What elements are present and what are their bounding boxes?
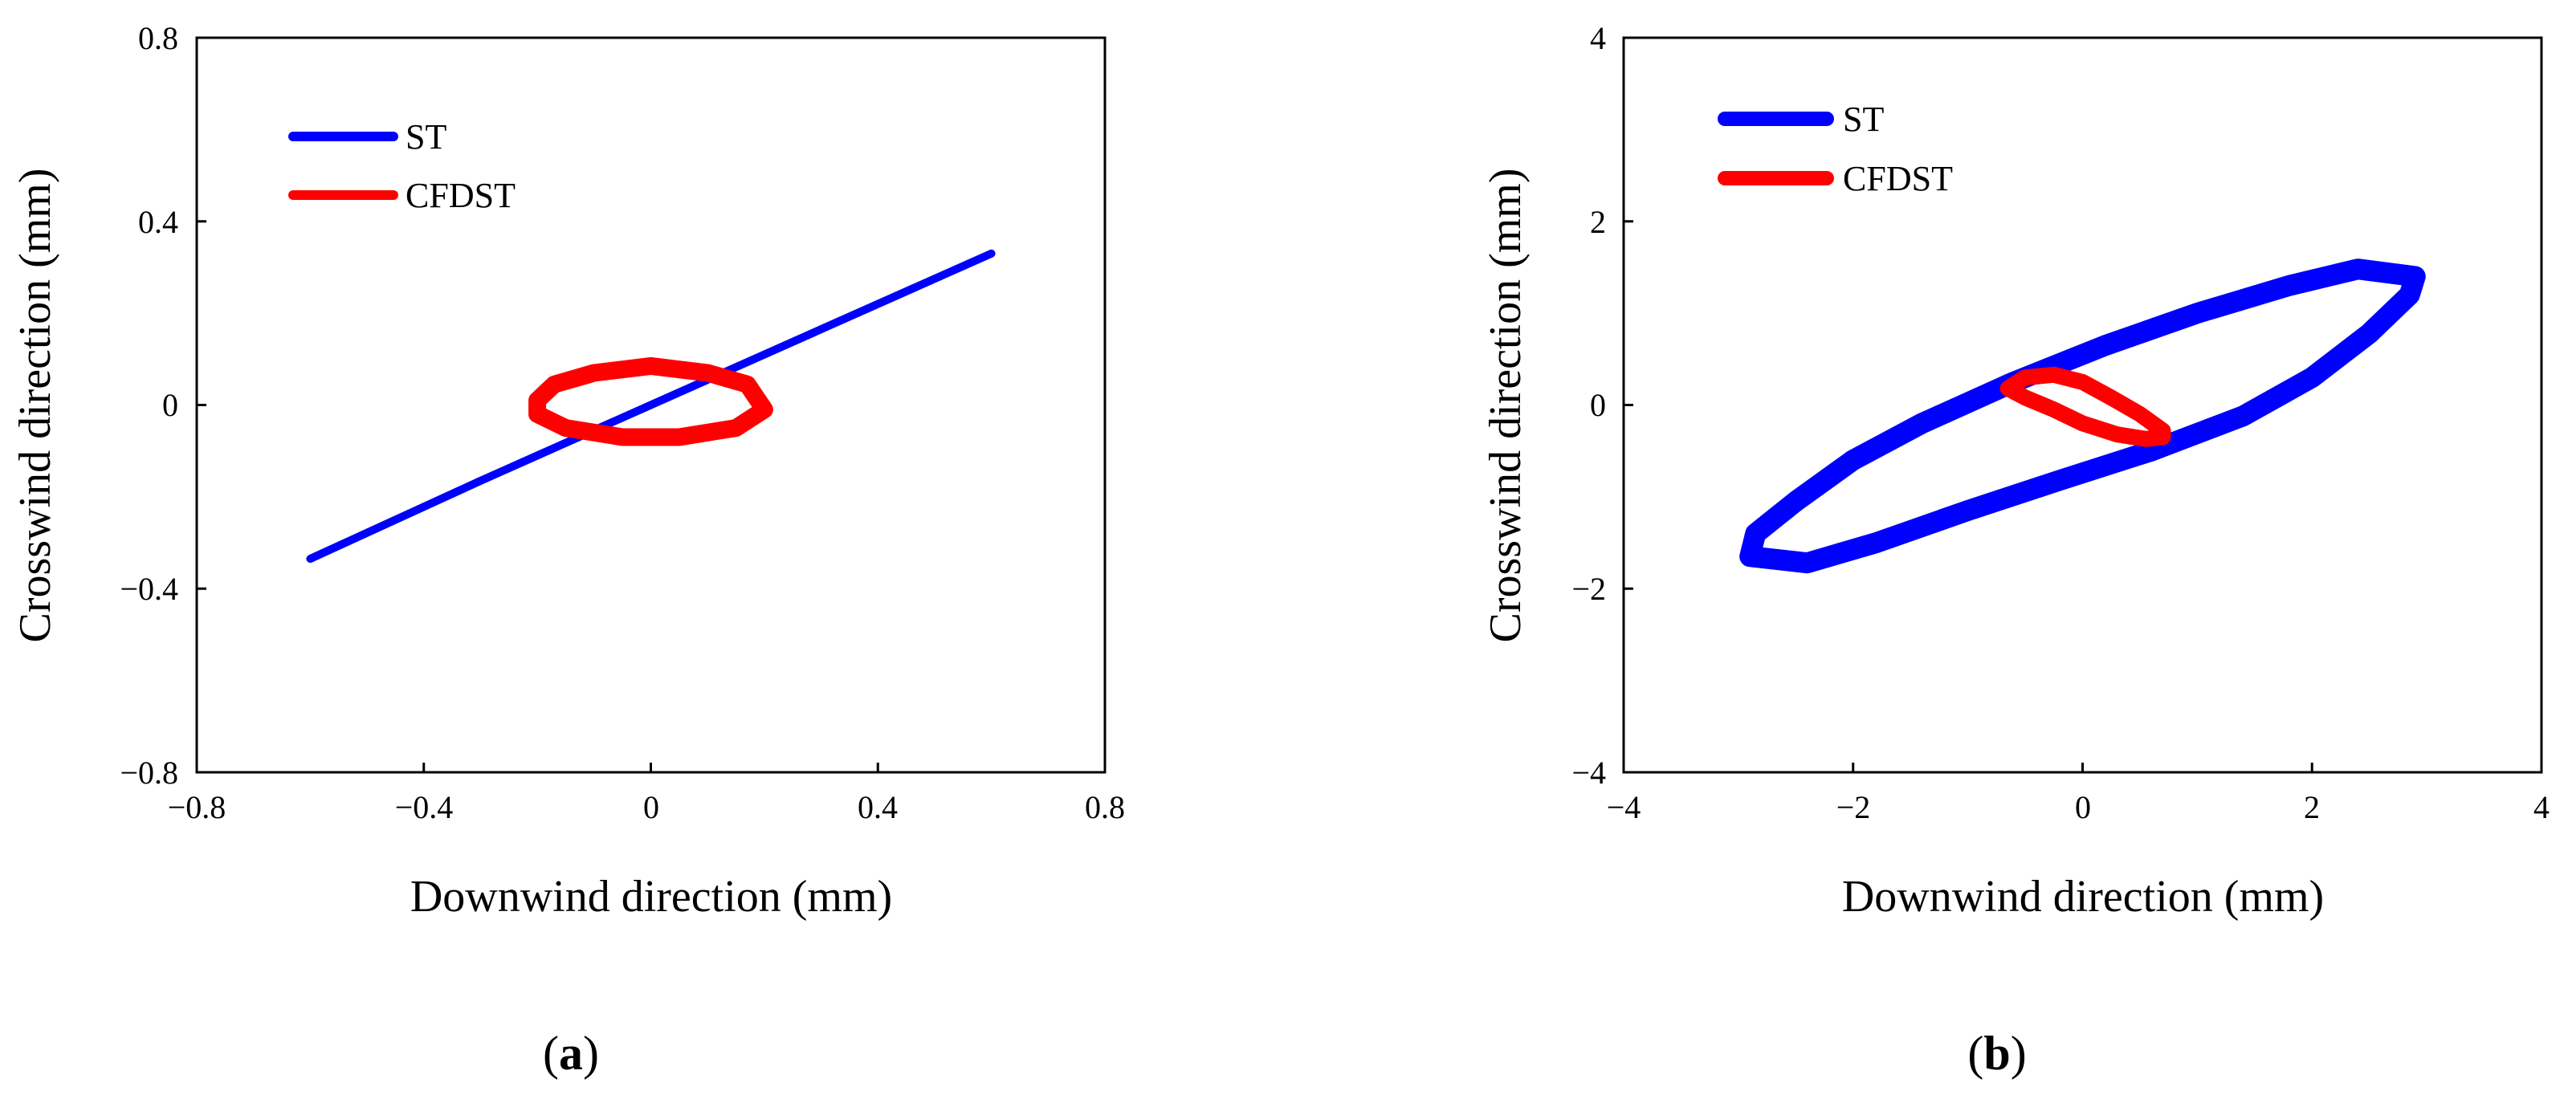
panel-b-legend-st-label: ST	[1843, 100, 1884, 139]
panel-b-x-axis-label: Downwind direction (mm)	[1842, 872, 2324, 922]
panel-a-series	[306, 249, 996, 564]
panel-b-series-cfdst	[1999, 366, 2171, 447]
panel-b-ytick-label: 0	[1590, 387, 1606, 423]
panel-b-plot-frame	[1622, 36, 2543, 774]
panel-b-xtick-label: 0	[2075, 789, 2091, 825]
panel-a-xtick-label: 0	[643, 789, 659, 825]
panel-b-caption-letter: b	[1983, 1027, 2010, 1080]
panel-b: −4 −2 0 2 4 −4 −2 0 2 4 Downwind directi…	[1481, 20, 2550, 1080]
panel-b-y-axis-label: Crosswind direction (mm)	[1481, 168, 1531, 642]
panel-a-legend: ST CFDST	[288, 117, 516, 215]
panel-b-ytick-label: 4	[1590, 20, 1606, 56]
panel-b-legend: ST CFDST	[1718, 100, 1953, 198]
panel-b-caption-close: )	[2011, 1027, 2027, 1080]
panel-a-xtick-label: 0.4	[858, 789, 898, 825]
panel-a-caption-close: )	[583, 1027, 599, 1080]
panel-b-series	[1739, 258, 2426, 574]
panel-a-xtick-label: −0.4	[395, 789, 454, 825]
panel-b-caption: (b)	[1967, 1027, 2026, 1080]
panel-a-ytick-label: 0	[162, 387, 178, 423]
panel-a-series-st	[306, 249, 996, 564]
panel-a-ytick-label: −0.4	[120, 571, 178, 607]
panel-a-y-axis-label: Crosswind direction (mm)	[10, 168, 60, 642]
panel-b-ytick-label: −2	[1571, 571, 1606, 607]
panel-a-legend-cfdst-label: CFDST	[406, 176, 516, 215]
panel-a-x-axis-label: Downwind direction (mm)	[410, 872, 892, 922]
panel-a: −0.8 −0.4 0 0.4 0.8 −0.8 −0.4 0 0.4 0.8 …	[10, 20, 1125, 1080]
panel-a-ytick-label: 0.8	[138, 20, 178, 56]
panel-a-xtick-label: 0.8	[1085, 789, 1125, 825]
panel-a-ticks	[195, 36, 1107, 774]
panel-b-xtick-label: 4	[2533, 789, 2550, 825]
panel-b-xtick-label: 2	[2304, 789, 2320, 825]
panel-a-ytick-label: 0.4	[138, 204, 178, 240]
panel-a-ytick-label: −0.8	[120, 755, 178, 791]
panel-b-xtick-label: −4	[1607, 789, 1641, 825]
panel-b-xtick-label: −2	[1836, 789, 1871, 825]
panel-a-legend-st-label: ST	[406, 117, 446, 157]
panel-b-ytick-label: 2	[1590, 204, 1606, 240]
panel-b-caption-open: (	[1967, 1027, 1983, 1080]
panel-a-xtick-label: −0.8	[168, 789, 226, 825]
panel-a-caption: (a)	[543, 1027, 599, 1080]
panel-b-legend-cfdst-label: CFDST	[1843, 159, 1953, 198]
panel-a-caption-open: (	[543, 1027, 559, 1080]
panel-b-series-st	[1739, 258, 2426, 574]
panel-a-caption-letter: a	[559, 1027, 583, 1080]
panel-b-ticks	[1622, 36, 2543, 774]
panel-b-ytick-label: −4	[1571, 755, 1606, 791]
panel-a-series-cfdst	[528, 356, 773, 446]
